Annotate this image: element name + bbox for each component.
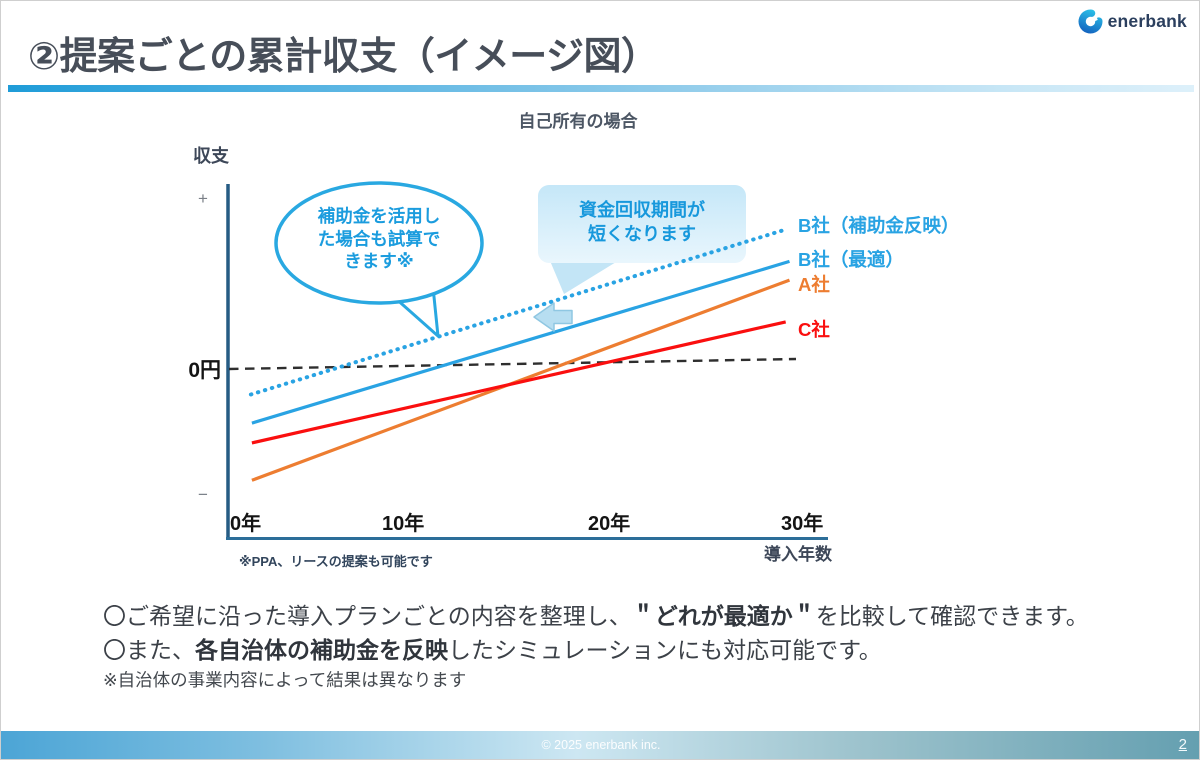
chart-title: 自己所有の場合 — [518, 112, 638, 131]
left-arrow-icon — [533, 302, 573, 332]
footer-bar — [1, 731, 1199, 759]
body-line1-emphasis: ＂どれが最適か＂ — [631, 603, 816, 629]
body-text-line-3: ※自治体の事業内容によって結果は異なります — [103, 670, 467, 690]
legend-label-b-optimal: B社（最適） — [798, 249, 904, 270]
body-text-line-1: 〇ご希望に沿った導入プランごとの内容を整理し、＂どれが最適か＂を比較して確認でき… — [103, 601, 1089, 631]
enerbank-logo-text: enerbank — [1107, 11, 1187, 31]
callout-text-line1: 資金回収期間が — [579, 200, 705, 220]
zero-dashed-line — [228, 357, 797, 371]
series-line-1 — [251, 259, 790, 425]
x-tick-10year: 10年 — [382, 513, 425, 535]
bubble-text-line3: きます※ — [344, 251, 414, 271]
series-line-2 — [251, 278, 791, 482]
x-axis-title: 導入年数 — [764, 545, 832, 564]
ppa-lease-note: ※PPA、リースの提案も可能です — [239, 554, 433, 569]
body-line2-post: したシミュレーションにも対応可能です。 — [448, 637, 882, 663]
bubble-text-line1: 補助金を活用し — [317, 206, 441, 226]
legend-label-b-subsidy: B社（補助金反映） — [798, 215, 960, 236]
x-tick-30year: 30年 — [781, 513, 824, 535]
series-line-3 — [251, 320, 787, 445]
plus-mark: + — [198, 189, 208, 208]
page-title: ②提案ごとの累計収支（イメージ図） — [28, 36, 659, 78]
x-tick-20year: 20年 — [588, 513, 631, 535]
payback-callout: 資金回収期間が 短くなります — [539, 198, 745, 246]
body-line1-pre: 〇ご希望に沿った導入プランごとの内容を整理し、 — [103, 603, 632, 629]
subsidy-speech-bubble: 補助金を活用し た場合も試算で きます※ — [281, 205, 477, 273]
body-text-line-2: 〇また、各自治体の補助金を反映したシミュレーションにも対応可能です。 — [103, 635, 882, 665]
legend-label-a: A社 — [798, 274, 830, 295]
title-underline-bar — [8, 85, 1194, 92]
body-line2-pre: 〇また、 — [103, 637, 195, 663]
callout-text-line2: 短くなります — [588, 224, 696, 244]
x-tick-0year: 0年 — [230, 513, 262, 535]
legend-label-c: C社 — [798, 319, 830, 340]
minus-mark: − — [198, 485, 208, 504]
enerbank-logo-icon — [1078, 9, 1103, 34]
body-line1-post: を比較して確認できます。 — [815, 603, 1089, 629]
bubble-text-line2: た場合も試算で — [317, 228, 441, 249]
zero-label: 0円 — [188, 359, 221, 382]
footer-page-number: 2 — [1178, 736, 1187, 753]
body-line2-emphasis: 各自治体の補助金を反映 — [195, 637, 448, 663]
brand-logo: enerbank — [1078, 9, 1187, 34]
y-axis-title: 収支 — [193, 146, 229, 166]
footer-copyright: © 2025 enerbank inc. — [541, 738, 661, 752]
